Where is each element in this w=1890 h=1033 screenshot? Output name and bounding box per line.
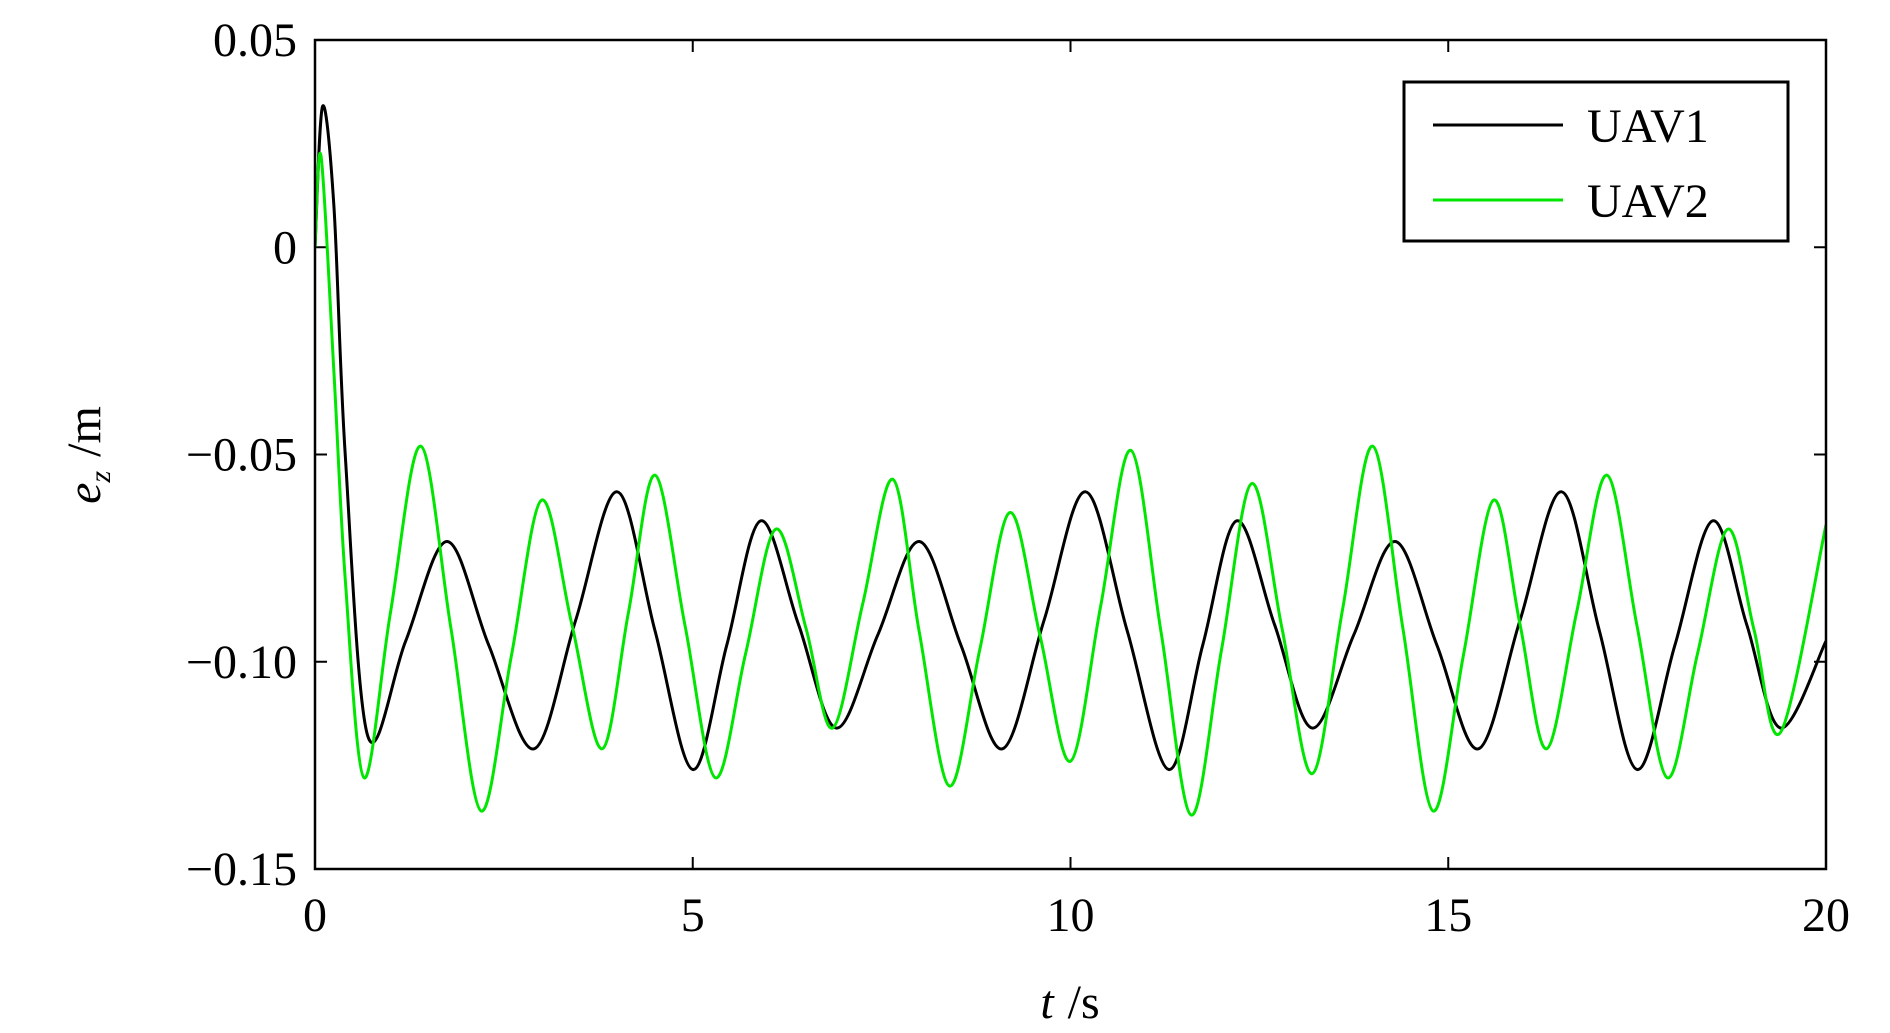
series-line	[315, 151, 1826, 817]
x-tick-label: 0	[303, 889, 327, 942]
x-tick-label: 10	[1047, 889, 1095, 942]
x-label-unit: /s	[1068, 976, 1100, 1029]
x-label-symbol: t	[1040, 976, 1055, 1029]
y-tick-label: −0.15	[186, 843, 297, 896]
series-line	[315, 104, 1826, 772]
legend-box	[1402, 80, 1790, 243]
y-axis-label: ez/m	[58, 406, 117, 504]
legend-label: UAV2	[1587, 175, 1709, 228]
y-tick-label: −0.10	[186, 636, 297, 689]
y-label-symbol: e	[58, 483, 111, 504]
y-tick-label: −0.05	[186, 429, 297, 482]
legend-label: UAV1	[1587, 100, 1709, 153]
y-tick-label: 0.05	[213, 14, 297, 67]
plot-frame	[313, 38, 1828, 871]
x-axis-label: t/s	[1040, 976, 1099, 1029]
x-tick-label: 5	[681, 889, 705, 942]
y-label-unit: /m	[58, 406, 111, 457]
y-label-subscript: z	[84, 471, 117, 484]
y-tick-label: 0	[273, 221, 297, 274]
x-tick-label: 20	[1802, 889, 1850, 942]
x-tick-label: 15	[1424, 889, 1472, 942]
